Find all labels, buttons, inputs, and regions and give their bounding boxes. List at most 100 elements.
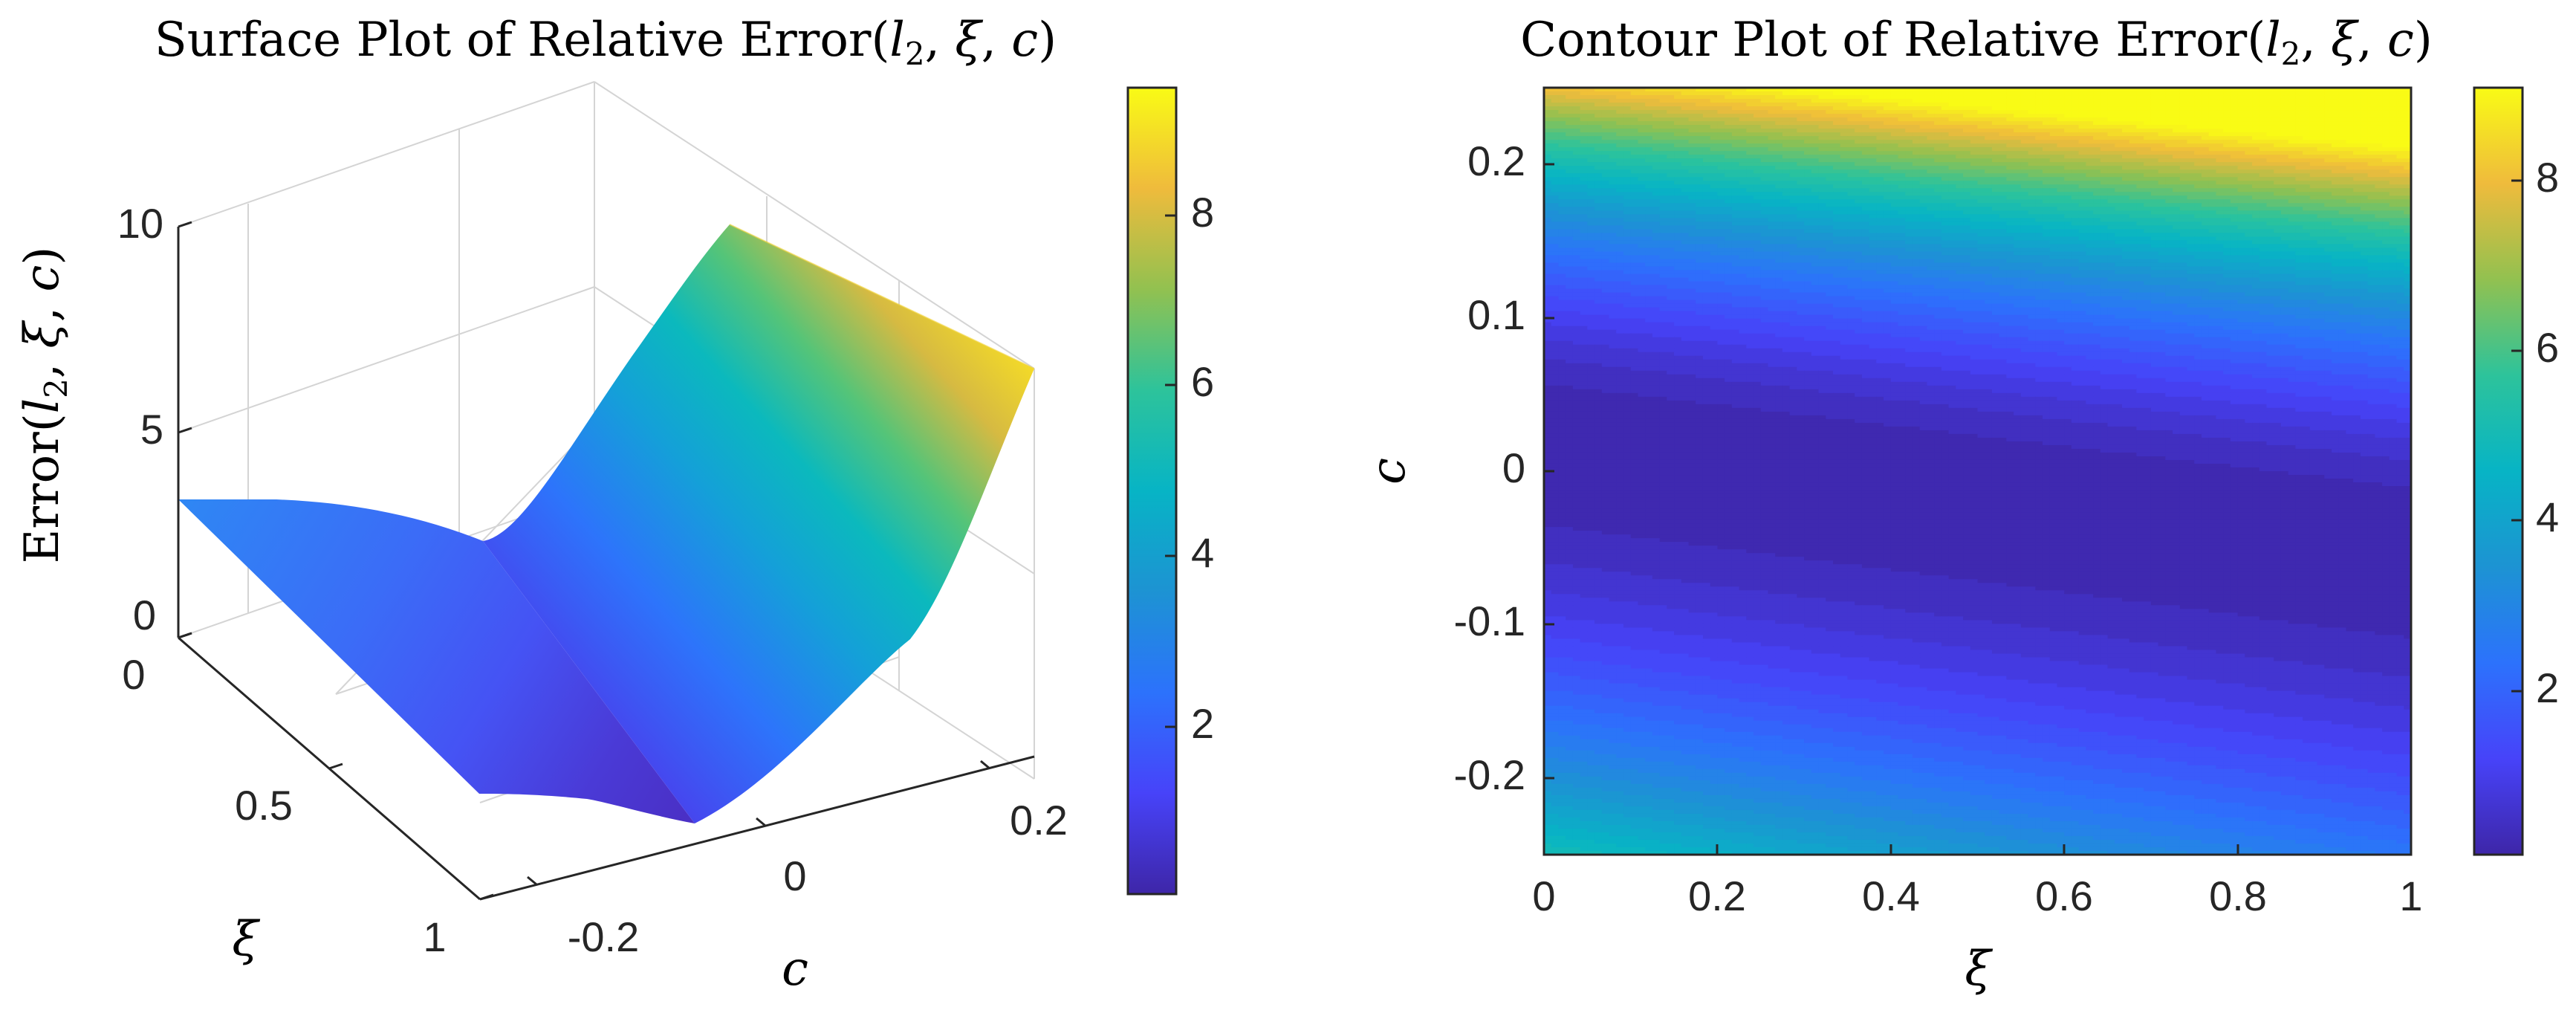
contour-cell [2079, 106, 2086, 111]
contour-cell [2057, 121, 2064, 126]
contour-cell [2252, 173, 2259, 178]
contour-cell [2086, 103, 2093, 107]
contour-cell [2346, 158, 2353, 163]
contour-cell [2310, 140, 2317, 144]
contour-cell [1840, 140, 1848, 144]
contour-cell [1616, 151, 1623, 155]
contour-cell [1833, 147, 1840, 152]
contour-cell [2375, 169, 2382, 174]
contour-cell [1638, 225, 1645, 230]
contour-cell [2324, 132, 2332, 137]
contour-cell [1725, 225, 1732, 230]
contour-cell [1869, 166, 1877, 170]
contour-cell [1891, 233, 1898, 237]
contour-cell [2071, 114, 2079, 118]
contour-cell [2144, 132, 2151, 137]
contour-cell [2353, 199, 2361, 204]
contour-cell [1739, 184, 1747, 189]
contour-cell [1797, 199, 1804, 204]
contour-cell [1963, 136, 1970, 140]
contour-cell [1898, 166, 1906, 170]
contour-cell [1732, 103, 1739, 107]
contour-cell [2397, 158, 2404, 163]
contour-cell [1992, 132, 1999, 137]
contour-cell [1710, 151, 1718, 155]
contour-cell [1609, 173, 1617, 178]
contour-cell [2245, 181, 2252, 185]
contour-cell [2100, 117, 2108, 122]
contour-cell [1840, 214, 1848, 218]
contour-cell [1819, 110, 1826, 114]
contour-cell [2122, 158, 2129, 163]
contour-cell [2136, 169, 2144, 174]
contour-cell [1638, 236, 1645, 241]
contour-cell [2303, 103, 2310, 107]
contour-cell [1811, 188, 1819, 192]
contour-cell [1732, 199, 1739, 204]
contour-cell [2382, 147, 2390, 152]
contour-cell [1558, 99, 1566, 103]
contour-cell [1790, 225, 1797, 230]
contour-cell [2223, 188, 2231, 192]
contour-cell [2281, 195, 2288, 200]
contour-cell [2382, 210, 2390, 215]
contour-cell [2339, 121, 2346, 126]
contour-cell [1876, 114, 1884, 118]
contour-cell [2158, 225, 2166, 230]
contour-cell [2043, 91, 2050, 96]
contour-cell [2231, 177, 2238, 181]
contour-cell [2361, 95, 2368, 100]
contour-cell [2035, 136, 2043, 140]
contour-cell [2259, 221, 2267, 226]
contour-cell [1775, 129, 1782, 133]
contour-cell [1717, 203, 1725, 207]
contour-cell [2136, 125, 2144, 129]
contour-cell [1717, 151, 1725, 155]
contour-cell [1912, 162, 1920, 166]
contour-cell [1725, 106, 1732, 111]
contour-cell [2375, 210, 2382, 215]
contour-cell [1978, 236, 1985, 241]
contour-cell [1985, 233, 1992, 237]
contour-cell [2303, 173, 2310, 178]
contour-cell [2151, 114, 2158, 118]
contour-cell [1970, 195, 1978, 200]
contour-cell [2021, 125, 2028, 129]
contour-cell [1934, 169, 1941, 174]
contour-cell [2057, 110, 2064, 114]
contour-cell [2202, 121, 2209, 126]
contour-cell [2136, 140, 2144, 144]
contour-cell [1587, 99, 1594, 103]
contour-cell [2173, 188, 2180, 192]
contour-cell [2231, 173, 2238, 178]
contour-cell [2165, 147, 2173, 152]
contour-cell [1826, 188, 1833, 192]
contour-cell [1667, 207, 1674, 211]
contour-cell [1855, 132, 1862, 137]
contour-cell [1905, 125, 1912, 129]
contour-cell [1992, 91, 1999, 96]
contour-cell [1717, 199, 1725, 204]
contour-cell [2158, 214, 2166, 218]
contour-cell [1826, 214, 1833, 218]
contour-cell [2144, 214, 2151, 218]
contour-cell [2028, 114, 2036, 118]
contour-cell [1544, 166, 1551, 170]
contour-cell [1580, 173, 1588, 178]
contour-cell [2274, 136, 2281, 140]
contour-cell [1753, 169, 1761, 174]
contour-cell [2288, 188, 2296, 192]
contour-cell [2079, 103, 2086, 107]
contour-cell [2238, 121, 2245, 126]
contour-cell [2021, 106, 2028, 111]
contour-cell [1941, 173, 1949, 178]
contour-cell [1594, 158, 1602, 163]
contour-cell [2317, 129, 2325, 133]
contour-cell [1551, 103, 1559, 107]
contour-cell [1826, 184, 1833, 189]
contour-cell [1667, 233, 1674, 237]
contour-cell [1667, 158, 1674, 163]
contour-cell [2332, 106, 2339, 111]
contour-cell [1855, 162, 1862, 166]
contour-cell [2021, 233, 2028, 237]
